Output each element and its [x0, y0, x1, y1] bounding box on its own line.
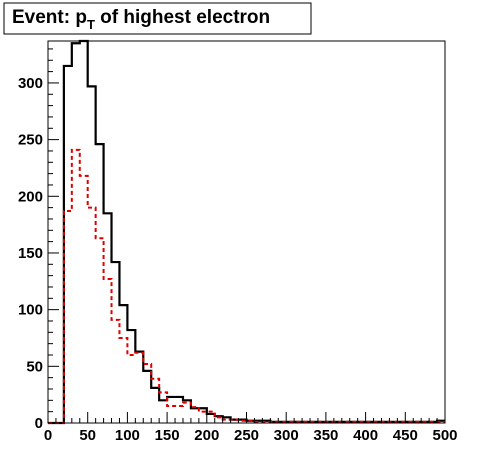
x-tick-label: 200	[194, 427, 219, 444]
x-tick-label: 0	[44, 427, 52, 444]
chart-title-suffix: of highest electron	[95, 7, 270, 28]
series-2-line	[48, 148, 445, 424]
series-1-line	[48, 39, 445, 425]
chart-title-subscript: T	[87, 17, 95, 32]
x-tick-label: 450	[393, 427, 418, 444]
x-tick-label: 300	[274, 427, 299, 444]
axis-layer: 0 50 100 150 200 250 300 350 400 450 500 0 50 100 150 2…	[18, 48, 458, 444]
plot-frame	[47, 40, 446, 424]
x-tick-label: 400	[353, 427, 378, 444]
x-tick-label: 150	[155, 427, 180, 444]
x-tick-label: 50	[79, 427, 96, 444]
y-tick-label: 250	[18, 132, 43, 149]
x-tick-label: 100	[115, 427, 140, 444]
y-tick-label: 100	[18, 302, 43, 319]
x-tick-label: 350	[313, 427, 338, 444]
x-tick-label: 500	[432, 427, 457, 444]
x-tick-label: 250	[234, 427, 259, 444]
chart-title: Event: pT of highest electron	[12, 7, 270, 32]
y-tick-label: 300	[18, 75, 43, 92]
chart-title-main: Event: p	[12, 7, 87, 28]
series-layer	[48, 39, 445, 425]
y-tick-label: 150	[18, 245, 43, 262]
y-tick-label: 50	[26, 358, 43, 375]
y-tick-label: 0	[35, 415, 43, 432]
title-box: Event: pT of highest electron	[3, 2, 312, 35]
y-tick-label: 200	[18, 188, 43, 205]
